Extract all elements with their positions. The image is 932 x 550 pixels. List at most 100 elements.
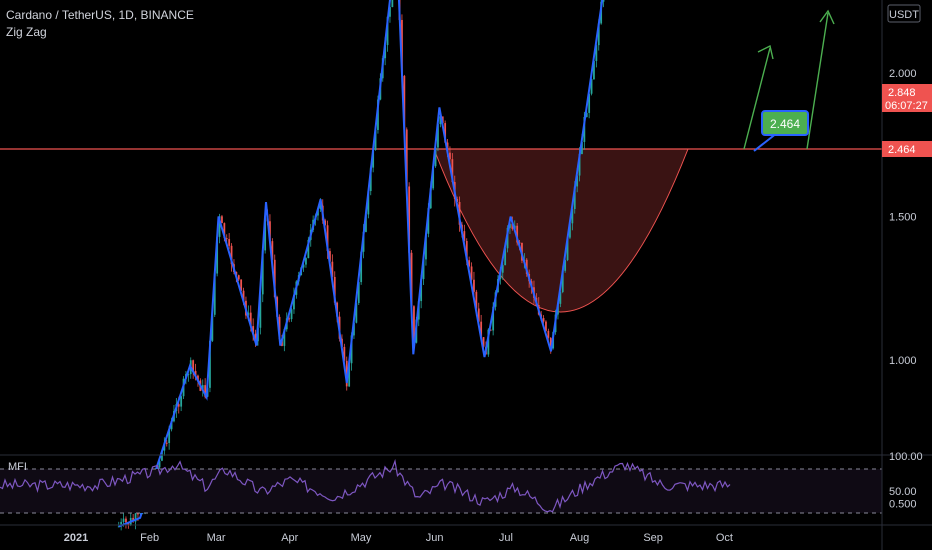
candle-body: [293, 294, 295, 310]
candle-body: [547, 330, 550, 338]
time-tick-label: Aug: [570, 532, 590, 544]
candle-body: [501, 265, 504, 273]
mfi-line: [0, 458, 731, 513]
arrow-head-2: [819, 9, 835, 25]
candle-body: [218, 216, 221, 237]
candle-body: [389, 7, 391, 17]
arrow-head-1: [757, 44, 774, 60]
candle-body: [269, 221, 271, 242]
candle-body: [588, 93, 591, 113]
candle-body: [221, 216, 223, 224]
candle-body: [240, 279, 243, 291]
candle-body: [259, 294, 262, 328]
candle-body: [264, 215, 267, 251]
candle-body: [595, 45, 598, 61]
candle-body: [559, 292, 562, 304]
candle-body: [573, 186, 576, 209]
candle-body: [441, 116, 444, 124]
candle-body: [348, 363, 351, 387]
time-tick-label: Jul: [499, 532, 513, 544]
level-price-tag: [882, 141, 932, 157]
candle-body: [302, 264, 305, 268]
candle-body: [192, 360, 195, 371]
candle-body: [578, 154, 581, 176]
candle-body: [571, 208, 574, 224]
candle-body: [477, 308, 480, 322]
candle-body: [278, 316, 281, 339]
candle-body: [487, 329, 490, 355]
candle-body: [405, 129, 408, 187]
candle-body: [590, 79, 593, 94]
candle-body: [333, 276, 336, 303]
indicator-name[interactable]: Zig Zag: [6, 25, 47, 39]
level-price-value: 2.464: [888, 144, 916, 156]
candle-body: [386, 16, 389, 46]
candle-body: [432, 166, 435, 189]
candle-body: [319, 205, 322, 209]
candle-body: [561, 270, 564, 293]
candle-body: [307, 239, 310, 259]
candle-body: [439, 116, 442, 125]
candle-body: [237, 275, 240, 280]
candle-body: [480, 321, 483, 338]
mfi-tick-label: 100.00: [889, 451, 923, 463]
time-axis[interactable]: 2021 Feb Mar Apr May Jun Jul Aug Sep Oct: [64, 532, 733, 544]
price-tick-label: 0.500: [889, 499, 917, 511]
candle-body: [492, 306, 495, 331]
candle-body: [468, 260, 471, 267]
candle-body: [597, 23, 600, 46]
symbol-title[interactable]: Cardano / TetherUS, 1D, BINANCE: [6, 8, 194, 22]
candle-body: [391, 0, 394, 8]
currency-badge[interactable]: [887, 4, 921, 23]
candle-body: [511, 223, 514, 229]
countdown-timer: 06:07:27: [885, 100, 928, 112]
candle-body: [343, 346, 346, 361]
candle-body: [564, 260, 567, 271]
candle-body: [137, 513, 139, 515]
candle-body: [470, 266, 473, 280]
candle-body: [271, 241, 274, 260]
candle-body: [209, 340, 211, 388]
candle-body: [360, 251, 363, 283]
currency-label: USDT: [889, 9, 919, 21]
candle-body: [444, 123, 447, 143]
candle-body: [355, 302, 358, 323]
candle-body: [410, 252, 413, 307]
candle-body: [413, 306, 415, 343]
candle-body: [165, 442, 168, 444]
candle-body: [288, 318, 291, 320]
candle-body: [401, 19, 403, 76]
candle-body: [463, 231, 466, 242]
candle-body: [225, 238, 228, 240]
candle-body: [576, 175, 579, 187]
candle-body: [357, 282, 360, 303]
candle-body: [384, 45, 387, 59]
candle-body: [420, 279, 423, 302]
candle-body: [204, 385, 207, 397]
candle-body: [585, 112, 588, 117]
candle-body: [252, 326, 255, 334]
candle-body: [374, 129, 377, 150]
candle-body: [353, 322, 355, 336]
candle-body: [125, 518, 127, 523]
candle-body: [329, 251, 331, 262]
candle-body: [134, 513, 137, 522]
price-tick-label: 1.000: [889, 355, 917, 367]
mfi-tick-label: 50.00: [889, 486, 917, 498]
candle-body: [158, 460, 161, 468]
candle-body: [290, 309, 293, 320]
candle-body: [489, 329, 492, 331]
candle-body: [372, 149, 375, 168]
projection-arrows: [743, 9, 835, 150]
candle-body: [254, 333, 257, 342]
candle-body: [408, 186, 411, 253]
cup-curve: [433, 148, 689, 313]
candle-body: [187, 374, 190, 376]
candle-body: [504, 248, 507, 266]
candle-body: [516, 225, 519, 243]
candle-body: [549, 337, 552, 349]
annotation-box[interactable]: [761, 110, 809, 136]
annotation-label: 2.464: [770, 117, 800, 131]
